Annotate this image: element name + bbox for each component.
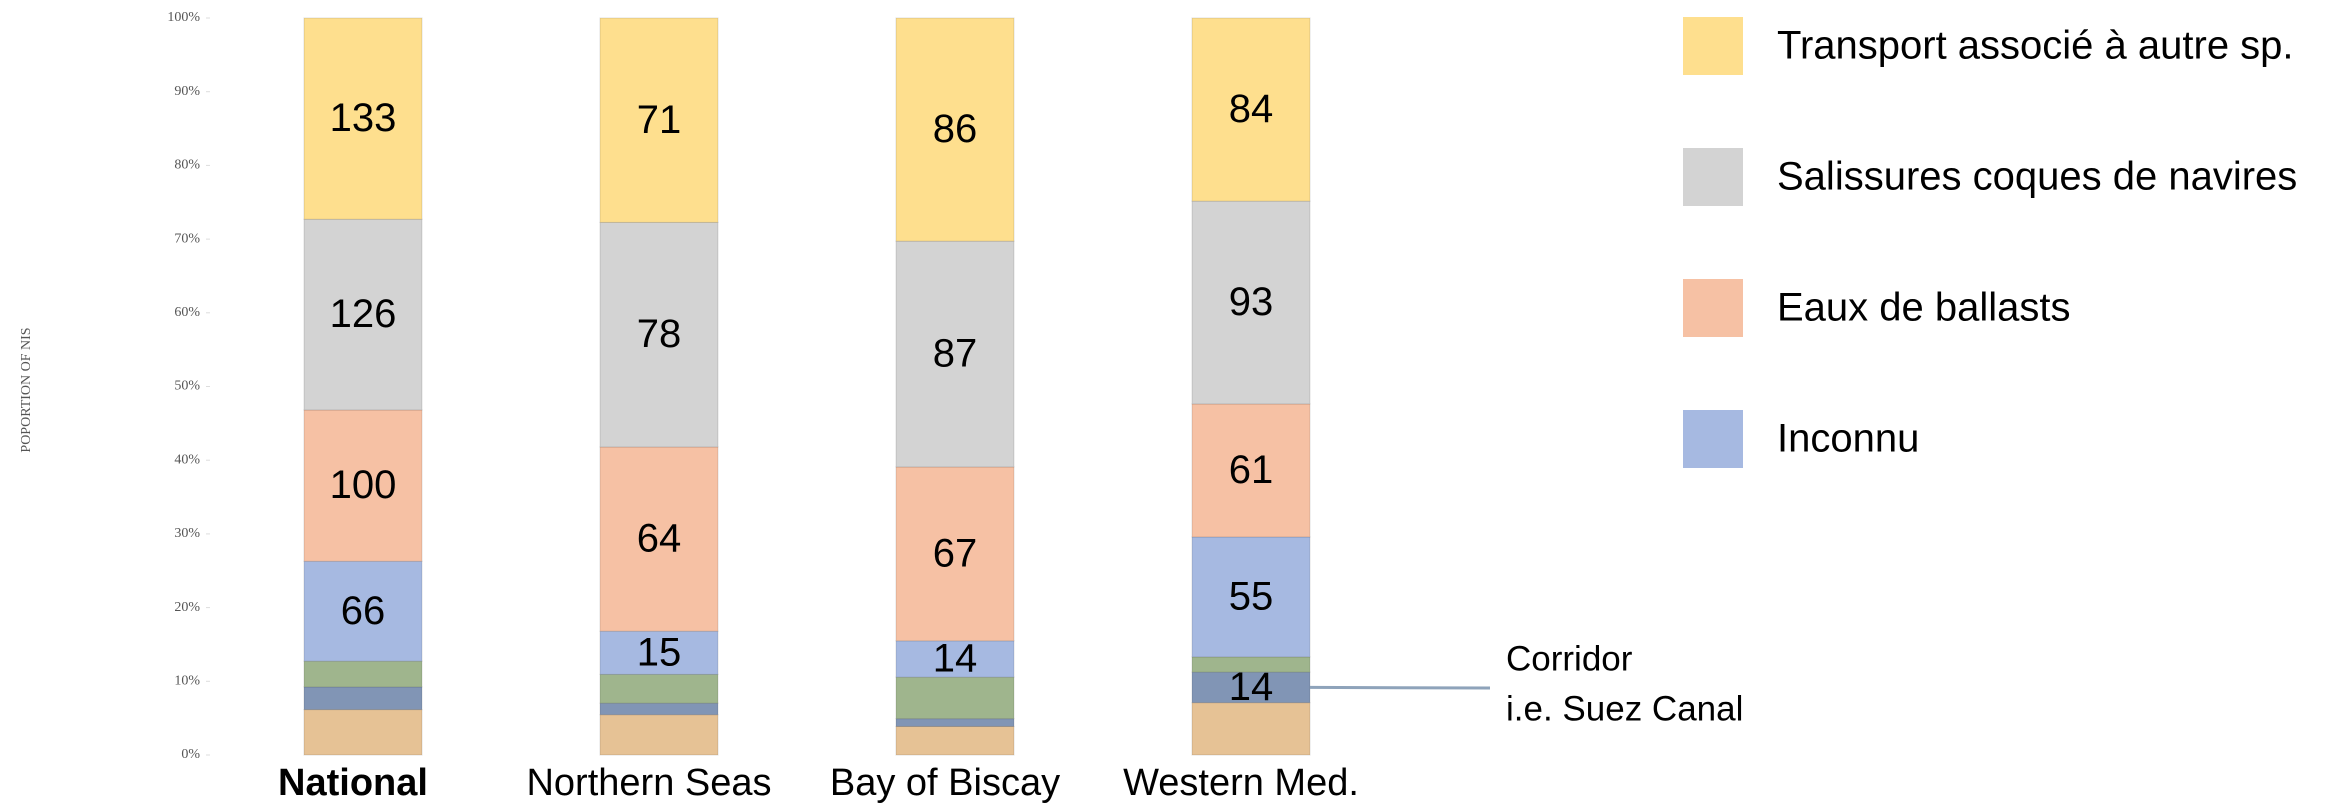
bar-segment: [303, 686, 423, 711]
data-label: 61: [1229, 448, 1274, 492]
legend-label: Eaux de ballasts: [1777, 286, 2071, 330]
bar-segment: [895, 725, 1015, 756]
legend-swatch: [1683, 410, 1743, 468]
bar-segment: [303, 709, 423, 756]
legend-label: Salissures coques de navires: [1777, 155, 2297, 199]
x-tick-label: Western Med.: [1123, 762, 1359, 804]
bar-segment: [599, 446, 719, 632]
data-label: 67: [933, 531, 978, 575]
data-label: 100: [330, 463, 397, 507]
data-label: 55: [1229, 574, 1274, 618]
y-tick-label: 60%: [174, 305, 200, 320]
data-label: 87: [933, 332, 978, 376]
bar-segment: [303, 560, 423, 662]
y-tick-label: 0%: [181, 747, 200, 762]
bar-segment: [895, 640, 1015, 678]
y-tick-label: 70%: [174, 231, 200, 246]
data-label: 15: [637, 630, 682, 674]
y-tick-label: 10%: [174, 674, 200, 689]
data-label: 78: [637, 312, 682, 356]
bar-segment: [599, 630, 719, 675]
annotation-pointer: [1309, 685, 1491, 690]
y-axis-label: POPORTION OF NIS: [19, 327, 34, 452]
annotation-text: i.e. Suez Canal: [1506, 689, 1743, 728]
y-tick-label: 20%: [174, 600, 200, 615]
bar-segment: [599, 702, 719, 716]
bar-segment: [895, 240, 1015, 468]
legend-label: Inconnu: [1777, 417, 1919, 461]
data-label: 14: [1229, 665, 1274, 709]
bar-segment: [895, 676, 1015, 720]
x-tick-label: National: [278, 762, 428, 804]
legend-swatch: [1683, 17, 1743, 75]
bar-segment: [1191, 702, 1311, 756]
data-label: 126: [330, 292, 397, 336]
annotation-text: Corridor: [1506, 639, 1633, 678]
bar-segment: [599, 17, 719, 223]
bar-segment: [1191, 200, 1311, 405]
y-tick-label: 80%: [174, 158, 200, 173]
bar-segment: [303, 409, 423, 562]
data-label: 86: [933, 107, 978, 151]
data-label: 84: [1229, 87, 1274, 131]
y-tick-label: 90%: [174, 84, 200, 99]
bar-segment: [1191, 671, 1311, 704]
legend-label: Transport associé à autre sp.: [1777, 24, 2294, 68]
legend-swatch: [1683, 148, 1743, 206]
data-label: 93: [1229, 280, 1274, 324]
bar-segment: [599, 714, 719, 756]
bar-segment: [599, 221, 719, 448]
data-label: 133: [330, 96, 397, 140]
y-tick-label: 50%: [174, 379, 200, 394]
bar-segment: [1191, 17, 1311, 202]
bar-segment: [1191, 403, 1311, 538]
x-tick-label: Northern Seas: [526, 762, 771, 804]
bar-segment: [303, 17, 423, 220]
x-tick-label: Bay of Biscay: [830, 762, 1060, 804]
data-label: 71: [637, 98, 682, 142]
y-tick-label: 40%: [174, 452, 200, 467]
y-tick-label: 30%: [174, 526, 200, 541]
data-label: 14: [933, 637, 978, 681]
bar-segment: [895, 466, 1015, 642]
bar-segment: [303, 660, 423, 688]
bar-segment: [895, 718, 1015, 727]
data-label: 66: [341, 589, 386, 633]
bar-segment: [1191, 656, 1311, 673]
bar-segment: [599, 673, 719, 704]
y-tick-label: 100%: [167, 10, 200, 25]
legend-swatch: [1683, 279, 1743, 337]
bar-segment: [303, 218, 423, 411]
bar-segment: [1191, 536, 1311, 658]
bar-segment: [895, 17, 1015, 242]
data-label: 64: [637, 517, 682, 561]
